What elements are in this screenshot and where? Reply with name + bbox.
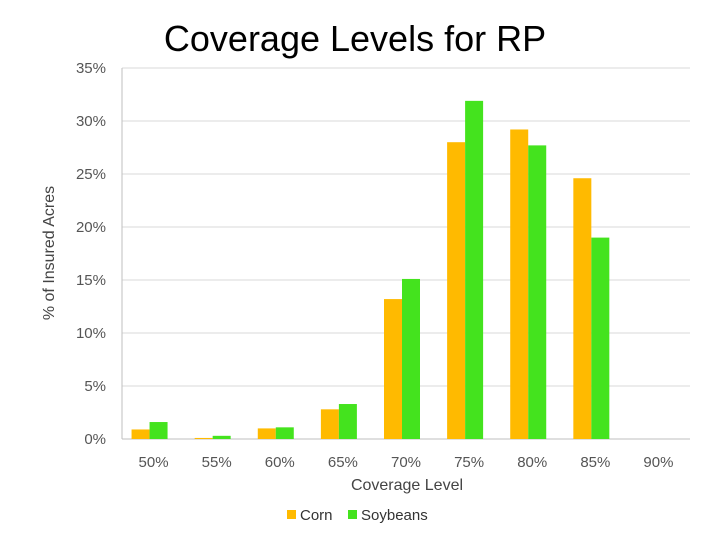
bar-corn-70pct [384,299,402,439]
x-tick-label: 85% [580,454,610,471]
y-tick-label: 25% [76,166,106,183]
bar-soybeans-85pct [591,237,610,439]
bar-soybeans-55pct [212,435,231,439]
bar-soybeans-80pct [528,145,547,439]
bar-soybeans-65pct [338,404,357,439]
legend-label-corn: Corn [300,507,333,524]
y-tick-label: 20% [76,219,106,236]
bar-soybeans-70pct [402,278,420,439]
x-axis-ticks: 50% 55% 60% 65% 70% 75% 80% 85% 90% [139,454,674,471]
legend-label-soybeans: Soybeans [361,507,428,524]
bar-corn-55pct [194,437,213,439]
x-tick-label: 90% [643,454,673,471]
y-tick-label: 35% [76,60,106,77]
x-tick-label: 70% [391,454,421,471]
y-axis-ticks: 0% 5% 10% 15% 20% 25% 30% 35% [76,60,106,448]
bar-soybeans-75pct [465,100,484,440]
y-tick-label: 0% [84,431,106,448]
bar-corn-65pct [320,409,339,439]
bar-corn-75pct [447,142,466,439]
x-tick-label: 55% [202,454,232,471]
bar-soybeans-60pct [275,427,294,439]
bar-corn-50pct [131,429,150,439]
legend-swatch-soybeans [348,510,357,519]
y-tick-label: 5% [84,378,106,395]
y-tick-label: 10% [76,325,106,342]
bar-corn-60pct [257,428,276,439]
x-tick-label: 60% [265,454,295,471]
legend-swatch-corn [287,510,296,519]
bars [131,100,610,440]
bar-corn-85pct [573,178,592,440]
x-axis-title: Coverage Level [351,477,463,494]
bar-soybeans-50pct [149,422,168,439]
x-tick-label: 75% [454,454,484,471]
x-tick-label: 50% [139,454,169,471]
y-axis-title: % of Insured Acres [41,186,58,320]
slide-title: Coverage Levels for RP [163,18,547,59]
y-tick-label: 30% [76,113,106,130]
x-tick-label: 65% [328,454,358,471]
y-tick-label: 15% [76,272,106,289]
legend: Corn Soybeans [287,507,428,524]
x-tick-label: 80% [517,454,547,471]
bar-corn-80pct [510,129,529,440]
